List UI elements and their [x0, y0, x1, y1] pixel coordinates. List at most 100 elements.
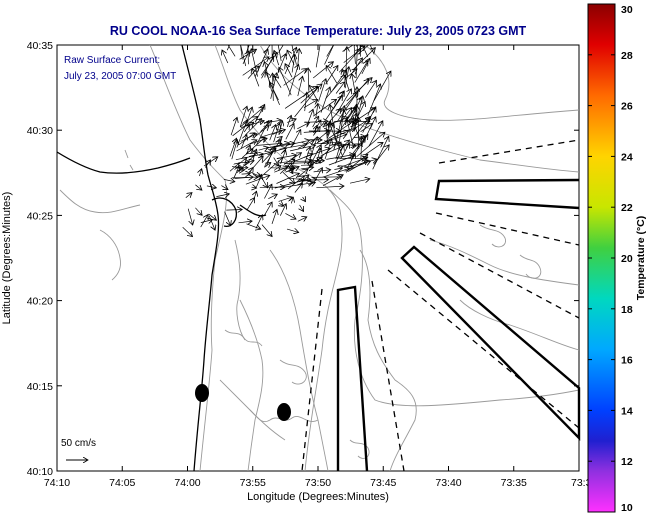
current-vector [246, 223, 261, 229]
current-vector [185, 193, 192, 198]
y-tick-label: 40:10 [27, 466, 53, 478]
current-vector [195, 207, 202, 216]
current-vector [294, 183, 303, 193]
current-vector [242, 137, 265, 158]
current-vector [258, 173, 267, 188]
vector-scale-label: 50 cm/s [61, 438, 96, 449]
current-vector [312, 99, 336, 117]
y-tick-label: 40:35 [27, 40, 53, 52]
colorbar-tick-label: 30 [621, 4, 633, 16]
x-axis-label: Longitude (Degrees:Minutes) [247, 491, 389, 503]
current-vector [373, 71, 391, 101]
current-vector [365, 80, 376, 98]
current-vector [360, 124, 373, 132]
x-tick-label: 74:10 [44, 477, 70, 489]
current-vector [336, 91, 358, 123]
current-vector [334, 168, 342, 170]
current-time-label: July 23, 2005 07:00 GMT [64, 71, 176, 82]
current-vector-field [182, 45, 391, 237]
current-vector [261, 56, 274, 79]
current-vector [309, 159, 320, 163]
current-vector [303, 131, 329, 133]
current-vector [286, 229, 299, 232]
current-vector [223, 179, 235, 181]
current-vector [300, 204, 304, 212]
current-vector [277, 45, 282, 62]
current-vector [238, 157, 247, 165]
current-vector [326, 66, 338, 84]
current-vector [222, 50, 229, 64]
current-vector [263, 202, 272, 216]
current-vector [241, 174, 251, 175]
current-vector [273, 123, 280, 143]
current-vector [332, 70, 347, 91]
current-vector [288, 64, 299, 97]
current-label: Raw Surface Current: [64, 55, 160, 66]
current-vector [326, 155, 354, 160]
current-vector [303, 100, 318, 109]
current-vector [297, 122, 309, 130]
current-vector [297, 76, 303, 97]
current-vector [279, 67, 292, 96]
current-vector [308, 182, 315, 184]
current-vector [261, 148, 276, 164]
current-vector [245, 45, 250, 53]
current-vector [240, 135, 247, 149]
current-vector [340, 107, 356, 130]
current-vector [318, 79, 326, 102]
current-vector [278, 45, 284, 53]
current-vector [343, 46, 365, 63]
current-vector [305, 92, 307, 112]
current-vector [361, 45, 369, 57]
current-vector [342, 45, 360, 52]
current-vector [234, 177, 254, 179]
current-vector [187, 208, 193, 225]
current-vector [276, 173, 300, 184]
current-vector [268, 194, 277, 199]
station-marker [195, 384, 209, 402]
current-vector [322, 168, 350, 178]
current-vector [282, 171, 295, 183]
current-vector [263, 45, 271, 54]
current-vector [334, 158, 366, 159]
current-vector [312, 177, 342, 178]
current-vector [335, 109, 344, 145]
station-marker [277, 403, 291, 421]
current-vector [302, 175, 309, 182]
current-vector [324, 45, 335, 65]
current-vector [238, 221, 253, 223]
current-vector [208, 213, 217, 220]
current-vector [255, 191, 257, 198]
map-title: RU COOL NOAA-16 Sea Surface Temperature:… [110, 24, 527, 38]
current-vector [330, 105, 337, 141]
current-vector [230, 117, 237, 136]
x-tick-label: 73:45 [370, 477, 396, 489]
colorbar-tick-label: 10 [621, 502, 633, 514]
current-vector [279, 203, 283, 206]
current-vector [227, 45, 236, 57]
colorbar-tick-label: 14 [621, 405, 633, 417]
current-vector [224, 211, 231, 226]
current-vector [313, 170, 331, 172]
current-vector [312, 62, 333, 79]
current-vector [229, 138, 237, 157]
current-vector [354, 61, 368, 83]
current-vector [182, 227, 193, 236]
current-vector [264, 163, 270, 168]
current-vector [226, 210, 242, 211]
current-vector [356, 132, 385, 158]
current-vector [242, 57, 269, 76]
current-vector [309, 85, 319, 102]
current-vector [269, 125, 276, 141]
y-tick-label: 40:20 [27, 296, 53, 308]
current-vector [328, 109, 341, 123]
colorbar-label: Temperature (°C) [635, 216, 647, 301]
y-axis-label: Latitude (Degrees:Minutes) [1, 192, 13, 325]
current-vector [338, 49, 360, 73]
x-tick-label: 74:00 [174, 477, 200, 489]
current-vector [285, 213, 296, 219]
current-vector [322, 134, 347, 144]
current-vector [300, 84, 322, 104]
current-vector [195, 184, 202, 190]
current-vector [246, 145, 250, 155]
